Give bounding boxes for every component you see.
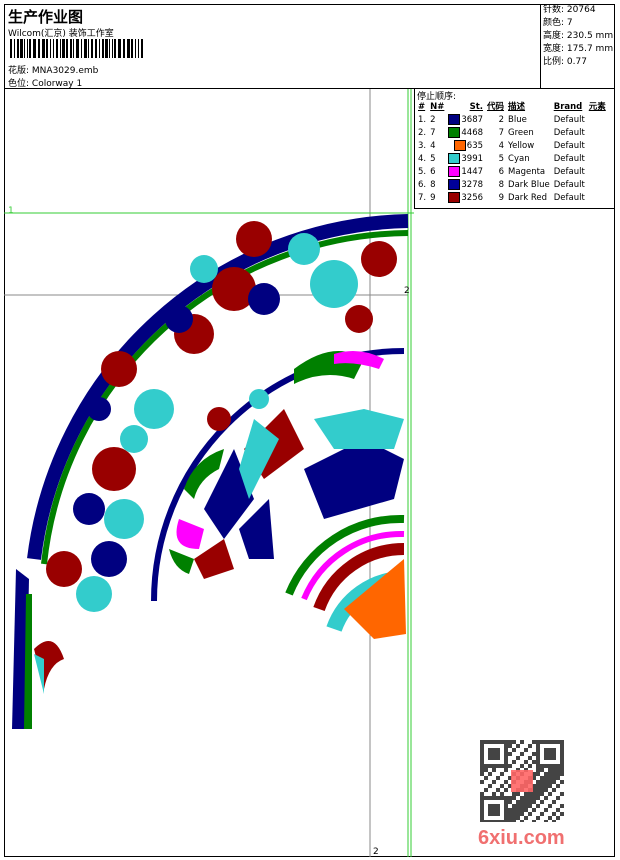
brand: Default: [553, 141, 585, 151]
marker-2-bottom: 2: [373, 847, 379, 857]
element: [587, 166, 608, 179]
color-code: 7: [498, 128, 505, 138]
row-index: 4.: [418, 154, 427, 164]
color-code: 2: [498, 115, 505, 125]
needle-number: 7: [430, 128, 436, 138]
color-description: Dark Blue: [508, 180, 550, 190]
marker-1: 1: [8, 206, 14, 216]
design-file-value: MNA3029.emb: [31, 66, 99, 76]
brand: Default: [553, 128, 585, 138]
color-description: Blue: [508, 115, 527, 125]
color-swatch: [448, 153, 461, 164]
design-artwork: [12, 214, 409, 729]
column-header: 代码: [487, 102, 505, 112]
color-swatch: [448, 166, 461, 177]
stop-sequence-panel: 停止顺序: # N# St. 代码 描述 Brand 元素 1. 2 3687 2 Blue Defa…: [414, 88, 615, 209]
colorway-label: 色位:: [8, 79, 30, 89]
needle-number: 4: [430, 141, 436, 151]
needle-number: 6: [430, 167, 436, 177]
stop-row: 1. 2 3687 2 Blue Default: [416, 114, 608, 127]
column-header: 元素: [588, 102, 606, 112]
brand: Default: [553, 193, 585, 203]
row-index: 6.: [418, 180, 427, 190]
stitch-count: 3278: [446, 179, 485, 192]
row-index: 5.: [418, 167, 427, 177]
element: [587, 153, 608, 166]
stitch-count: 3991: [446, 153, 485, 166]
embroidery-preview: [4, 89, 414, 857]
stitch-count: 针数: 20764: [543, 5, 596, 15]
stitch-count: 635: [446, 140, 485, 153]
row-index: 3.: [418, 141, 427, 151]
watermark-logo: 6xiu.com: [478, 827, 565, 849]
row-index: 1.: [418, 115, 427, 125]
brand: Default: [553, 115, 585, 125]
colorway: 色位: Colorway 1: [8, 76, 82, 89]
stop-row: 7. 9 3256 9 Dark Red Default: [416, 192, 608, 205]
company-name: Wilcom(汇京) 装饰工作室: [8, 29, 114, 39]
design-width: 宽度: 175.7 mm: [543, 44, 614, 54]
header: 生产作业图 Wilcom(汇京) 装饰工作室 花版: MNA3029.emb 色…: [4, 4, 615, 89]
element: [587, 192, 608, 205]
page-title: 生产作业图: [8, 8, 84, 26]
needle-number: 2: [430, 115, 436, 125]
brand: Default: [553, 167, 585, 177]
column-header: #: [418, 102, 426, 112]
page-frame: [4, 4, 615, 857]
color-count: 颜色: 7: [543, 18, 573, 28]
design-label: 花版:: [8, 66, 30, 76]
color-code: 5: [498, 154, 505, 164]
color-swatch: [448, 114, 461, 125]
element: [587, 140, 608, 153]
column-header: 描述: [508, 102, 526, 112]
brand: Default: [553, 180, 585, 190]
column-header: St.: [469, 102, 484, 112]
color-swatch: [448, 192, 461, 203]
color-code: 6: [498, 167, 505, 177]
color-code: 8: [498, 180, 505, 190]
design-height: 高度: 230.5 mm: [543, 31, 614, 41]
colorway-value: Colorway 1: [31, 79, 83, 89]
row-index: 2.: [418, 128, 427, 138]
stop-row: 2. 7 4468 7 Green Default: [416, 127, 608, 140]
design-scale: 比例: 0.77: [543, 57, 587, 67]
color-code: 4: [498, 141, 505, 151]
element: [587, 114, 608, 127]
qr-code: [480, 740, 564, 822]
color-description: Cyan: [508, 154, 530, 164]
color-swatch: [448, 179, 461, 190]
color-description: Green: [508, 128, 534, 138]
barcode: [10, 39, 143, 58]
seal-stamp: [511, 770, 533, 792]
row-index: 7.: [418, 193, 427, 203]
color-description: Yellow: [508, 141, 535, 151]
color-swatch: [448, 127, 461, 138]
stitch-count: 4468: [446, 127, 485, 140]
needle-number: 5: [430, 154, 436, 164]
design-info: 针数: 20764 颜色: 7 高度: 230.5 mm 宽度: 175.7 m…: [540, 4, 615, 89]
needle-number: 9: [430, 193, 436, 203]
element: [587, 179, 608, 192]
stitch-count: 3687: [446, 114, 485, 127]
element: [587, 127, 608, 140]
stop-row: 3. 4 635 4 Yellow Default: [416, 140, 608, 153]
color-code: 9: [498, 193, 505, 203]
design-file: 花版: MNA3029.emb: [8, 63, 98, 76]
stop-row: 5. 6 1447 6 Magenta Default: [416, 166, 608, 179]
stop-sequence-table: # N# St. 代码 描述 Brand 元素 1. 2 3687 2 Blue Default 2. 7…: [416, 101, 608, 205]
color-description: Magenta: [508, 167, 546, 177]
brand: Default: [553, 154, 585, 164]
color-description: Dark Red: [508, 193, 548, 203]
stitch-count: 3256: [446, 192, 485, 205]
column-header: N#: [430, 102, 445, 112]
color-swatch: [453, 140, 466, 151]
stop-sequence-title: 停止顺序:: [417, 92, 457, 102]
marker-2: 2: [404, 286, 410, 296]
stop-row: 6. 8 3278 8 Dark Blue Default: [416, 179, 608, 192]
column-header: Brand: [553, 102, 583, 112]
stop-row: 4. 5 3991 5 Cyan Default: [416, 153, 608, 166]
needle-number: 8: [430, 180, 436, 190]
stitch-count: 1447: [446, 166, 485, 179]
